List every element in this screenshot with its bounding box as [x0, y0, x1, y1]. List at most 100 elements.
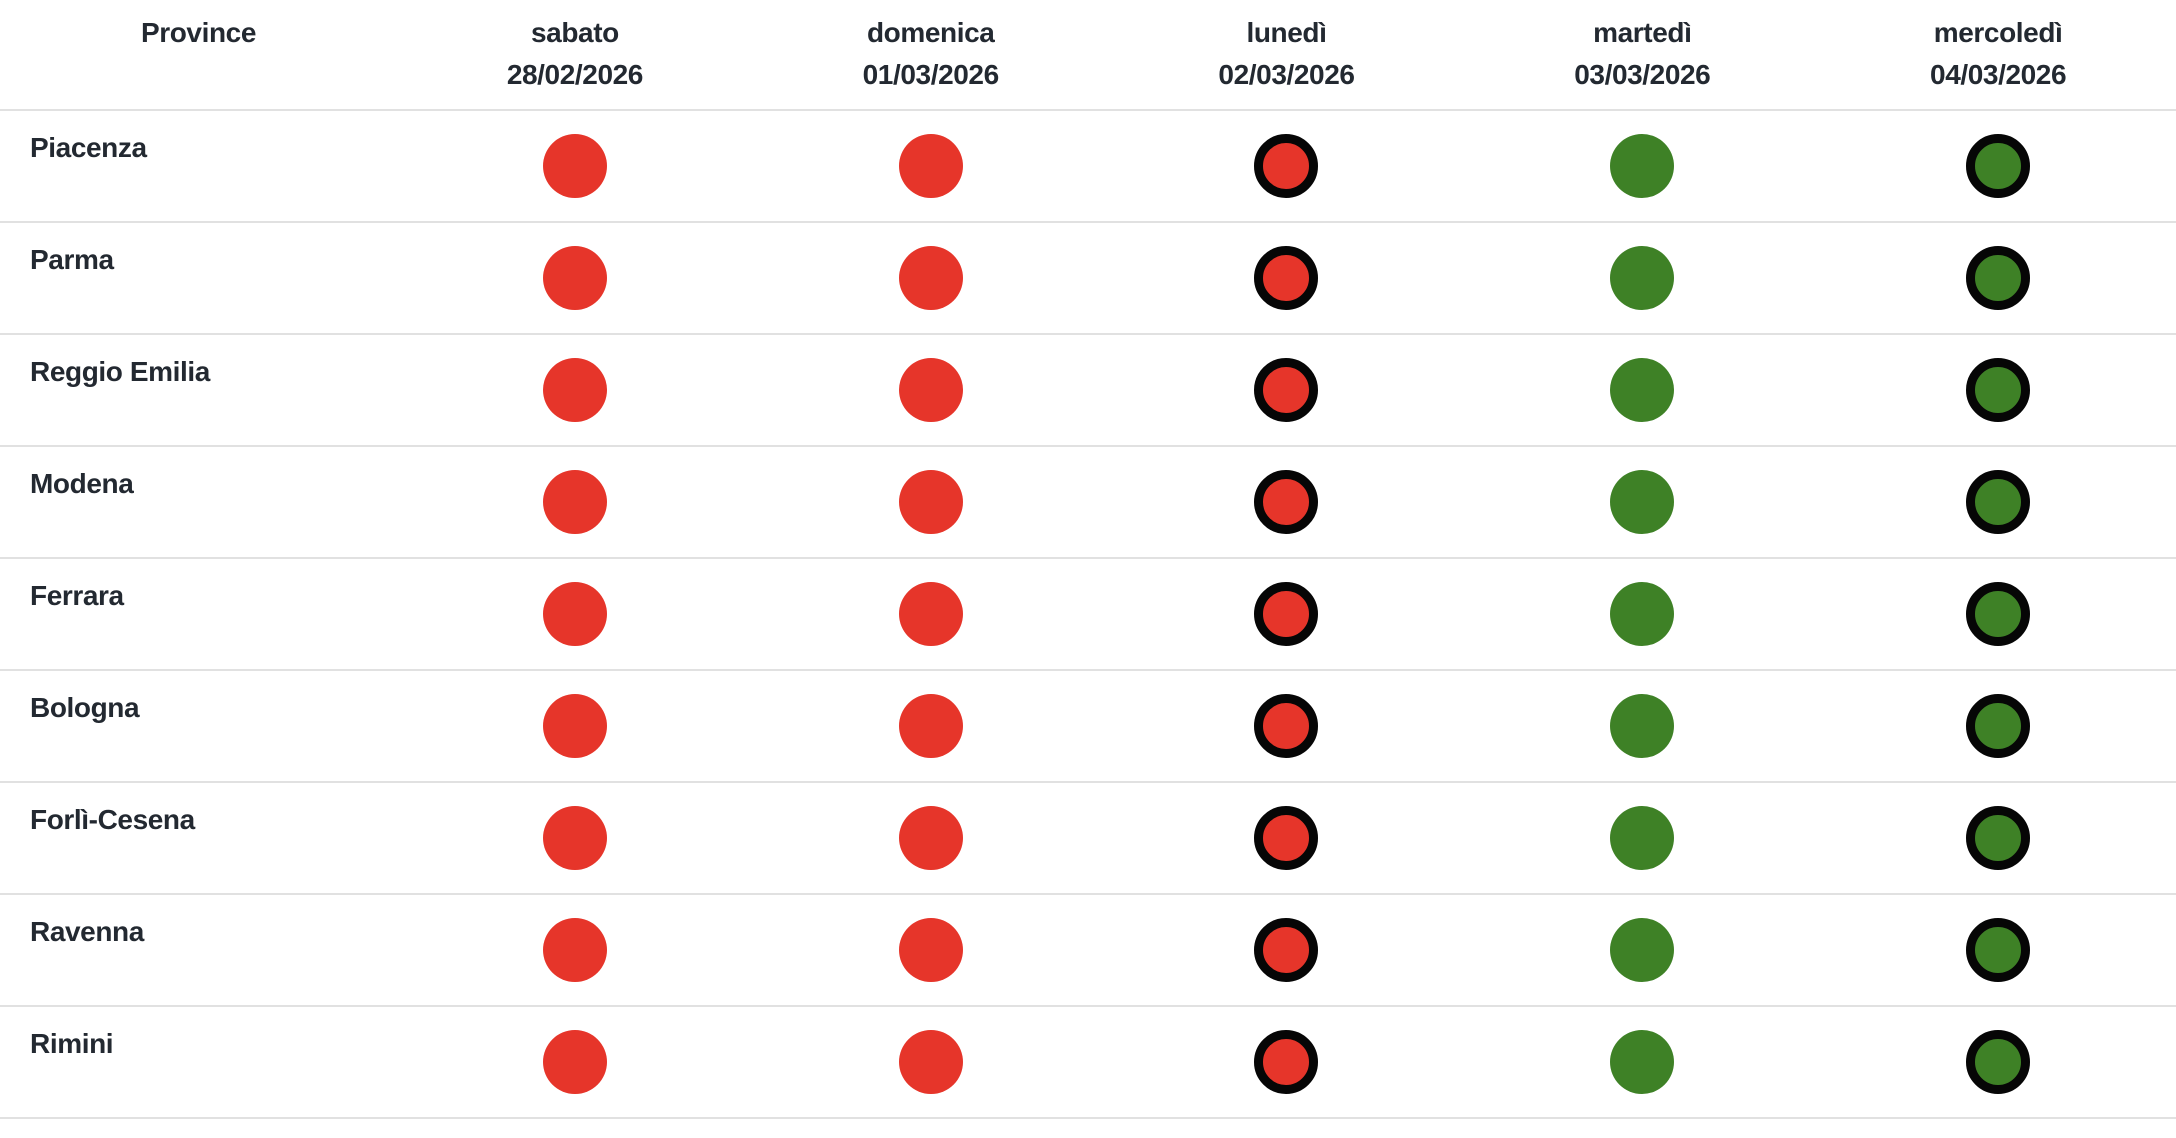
status-cell: [1464, 783, 1820, 893]
status-dot-red: [542, 470, 607, 534]
status-cell: [397, 671, 753, 781]
status-dot-red: [898, 358, 963, 422]
province-label: Ravenna: [30, 916, 144, 947]
status-cell: [1820, 671, 2176, 781]
day-date: 02/03/2026: [1218, 59, 1355, 90]
status-cell: [397, 783, 753, 893]
status-dot-green-outlined: [1966, 918, 2031, 982]
status-dot-green-outlined: [1966, 358, 2031, 422]
status-cell: [1109, 895, 1465, 1005]
status-dot-green-outlined: [1966, 806, 2031, 870]
status-cell: [1464, 559, 1820, 669]
status-dot-red-outlined: [1254, 134, 1319, 198]
day-name: lunedì: [1246, 17, 1327, 48]
status-cell: [397, 111, 753, 221]
status-dot-green: [1610, 806, 1675, 870]
status-dot-red: [542, 918, 607, 982]
status-cell: [753, 783, 1109, 893]
header-cell-day-1: domenica 01/03/2026: [753, 12, 1109, 109]
province-header-label: Province: [140, 17, 257, 48]
status-dot-green-outlined: [1966, 1030, 2031, 1094]
status-dot-red-outlined: [1254, 1030, 1319, 1094]
table-row: Parma: [0, 223, 2176, 335]
status-dot-red: [898, 806, 963, 870]
status-dot-green: [1610, 582, 1675, 646]
day-name: mercoledì: [1933, 17, 2063, 48]
province-label: Bologna: [30, 692, 140, 723]
province-label: Modena: [30, 468, 134, 499]
status-dot-red: [542, 694, 607, 758]
status-dot-green-outlined: [1966, 582, 2031, 646]
status-cell: [397, 895, 753, 1005]
table-row: Forlì-Cesena: [0, 783, 2176, 895]
status-cell: [1109, 111, 1465, 221]
province-label: Piacenza: [30, 132, 147, 163]
status-cell: [397, 1007, 753, 1117]
table-row: Piacenza: [0, 111, 2176, 223]
status-dot-green-outlined: [1966, 246, 2031, 310]
status-dot-green: [1610, 918, 1675, 982]
status-cell: [753, 447, 1109, 557]
status-cell: [397, 335, 753, 445]
status-dot-red: [898, 470, 963, 534]
province-label: Forlì-Cesena: [30, 804, 195, 835]
status-dot-green: [1610, 694, 1675, 758]
status-cell: [397, 559, 753, 669]
status-cell: [1464, 671, 1820, 781]
header-cell-day-3: martedì 03/03/2026: [1464, 12, 1820, 109]
header-cell-province: Province: [0, 12, 397, 109]
status-dot-green: [1610, 358, 1675, 422]
status-cell: [1464, 895, 1820, 1005]
status-cell: [1820, 895, 2176, 1005]
status-cell: [1464, 335, 1820, 445]
status-dot-red: [542, 134, 607, 198]
status-cell: [1109, 1007, 1465, 1117]
table-row: Ferrara: [0, 559, 2176, 671]
status-cell: [753, 335, 1109, 445]
province-label: Ferrara: [30, 580, 124, 611]
day-date: 01/03/2026: [862, 59, 1000, 90]
province-label: Rimini: [30, 1028, 114, 1059]
status-cell: [753, 559, 1109, 669]
status-dot-red-outlined: [1254, 694, 1319, 758]
status-dot-red: [542, 246, 607, 310]
day-date: 28/02/2026: [506, 59, 644, 90]
status-cell: [1820, 783, 2176, 893]
status-dot-red: [898, 1030, 963, 1094]
status-dot-red-outlined: [1254, 470, 1319, 534]
status-dot-green-outlined: [1966, 470, 2031, 534]
status-cell: [1820, 335, 2176, 445]
status-dot-red-outlined: [1254, 246, 1319, 310]
status-cell: [1820, 447, 2176, 557]
status-cell: [1464, 111, 1820, 221]
status-cell: [1464, 223, 1820, 333]
table-body: Piacenza Parma Reggio Emilia Modena Ferr…: [0, 111, 2176, 1119]
status-cell: [753, 223, 1109, 333]
day-date: 03/03/2026: [1574, 59, 1711, 90]
status-cell: [753, 1007, 1109, 1117]
header-cell-day-4: mercoledì 04/03/2026: [1820, 12, 2176, 109]
status-dot-red-outlined: [1254, 358, 1319, 422]
header-cell-day-0: sabato 28/02/2026: [397, 12, 753, 109]
day-name: martedì: [1593, 17, 1692, 48]
status-cell: [753, 111, 1109, 221]
status-cell: [1464, 1007, 1820, 1117]
table-row: Bologna: [0, 671, 2176, 783]
status-cell: [1464, 447, 1820, 557]
status-dot-red-outlined: [1254, 806, 1319, 870]
table-row: Modena: [0, 447, 2176, 559]
status-cell: [1820, 559, 2176, 669]
status-cell: [1109, 447, 1465, 557]
status-cell: [397, 447, 753, 557]
table-row: Reggio Emilia: [0, 335, 2176, 447]
status-cell: [1109, 671, 1465, 781]
status-cell: [1109, 223, 1465, 333]
status-dot-red: [898, 918, 963, 982]
province-label: Reggio Emilia: [30, 356, 210, 387]
status-cell: [1820, 223, 2176, 333]
status-cell: [753, 671, 1109, 781]
status-dot-green-outlined: [1966, 694, 2031, 758]
day-name: sabato: [530, 17, 619, 48]
status-dot-red-outlined: [1254, 582, 1319, 646]
